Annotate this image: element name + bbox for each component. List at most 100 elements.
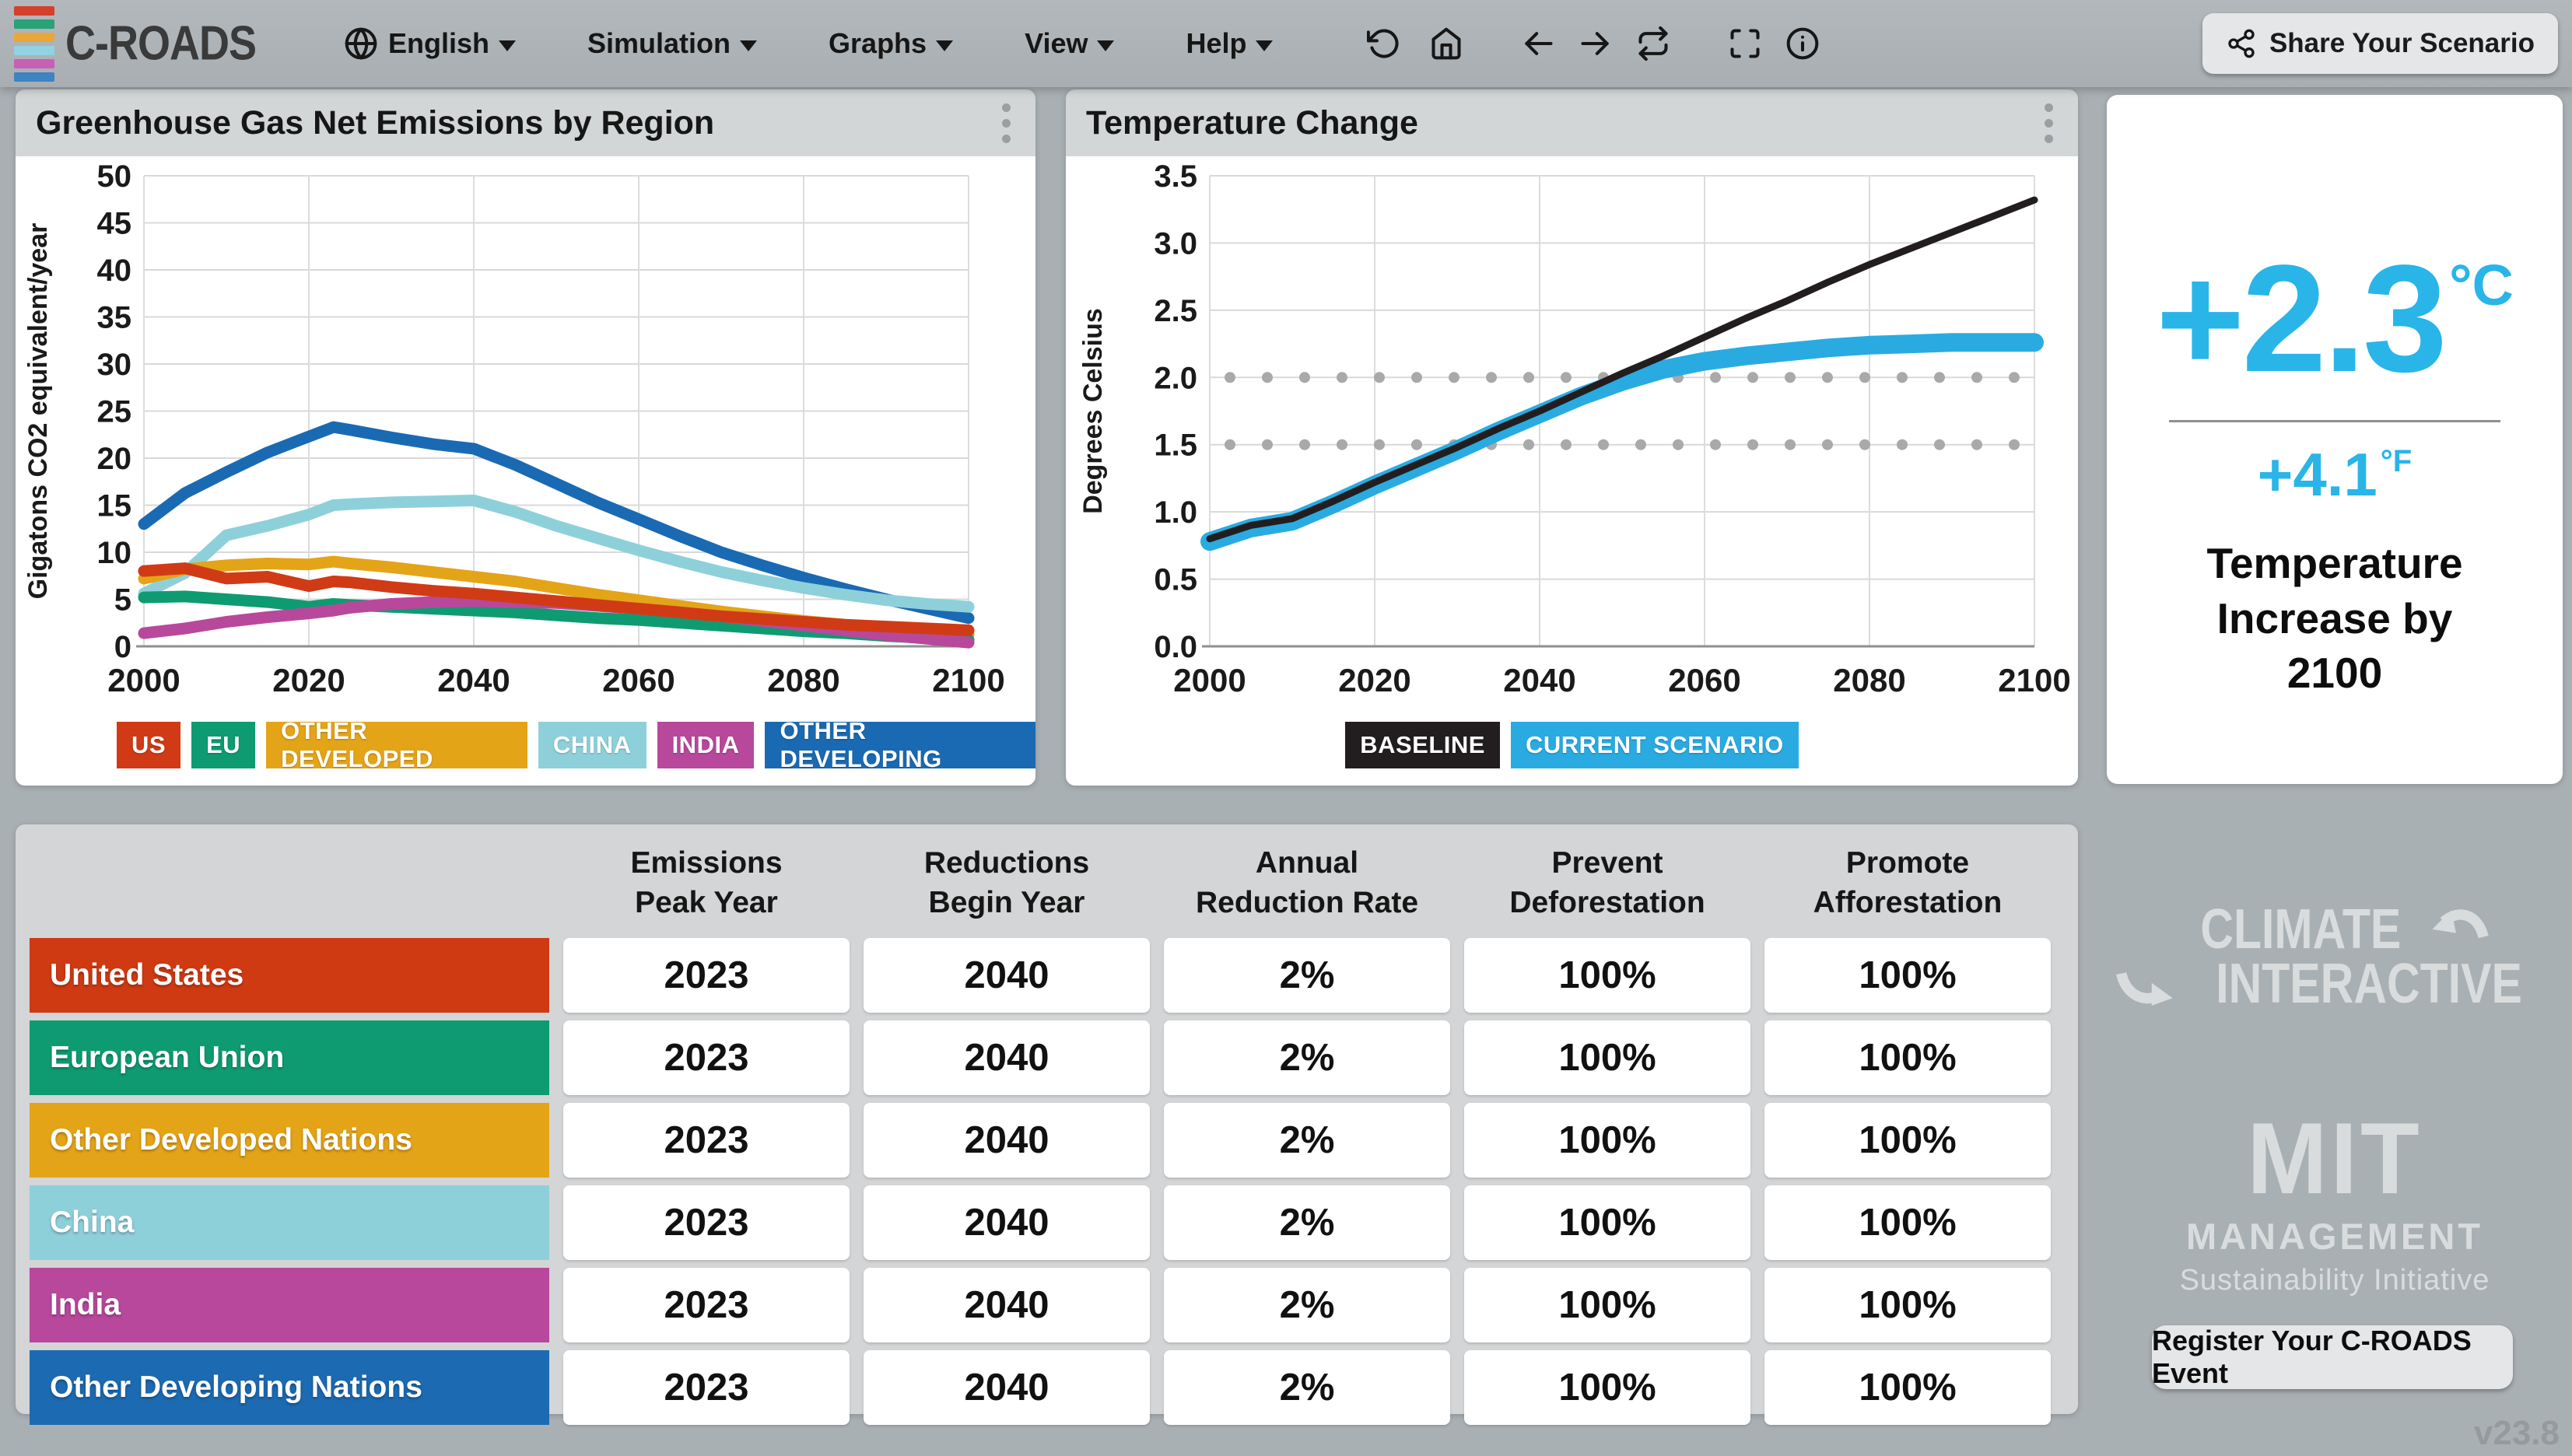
column-header-reductions-begin-year: Reductions Begin Year	[923, 846, 1090, 919]
cell-other-developing-nations-col3[interactable]: 2%	[1164, 1350, 1450, 1425]
menu-simulation[interactable]: Simulation	[587, 27, 758, 60]
svg-text:0.5: 0.5	[1154, 563, 1197, 597]
cell-european-union-col5[interactable]: 100%	[1764, 1020, 2051, 1095]
cell-united-states-col4[interactable]: 100%	[1464, 938, 1750, 1013]
temperature-legend: BASELINE CURRENT SCENARIO	[1066, 722, 2078, 768]
svg-text:2100: 2100	[932, 662, 1004, 698]
menu-language[interactable]: English	[343, 26, 517, 61]
cell-china-col5[interactable]: 100%	[1764, 1185, 2051, 1260]
share-scenario-label: Share Your Scenario	[2269, 28, 2535, 58]
svg-text:15: 15	[97, 489, 132, 523]
menu-view[interactable]: View	[1025, 27, 1115, 60]
register-event-button[interactable]: Register Your C-ROADS Event	[2152, 1325, 2513, 1389]
cell-china-col1[interactable]: 2023	[563, 1185, 850, 1260]
info-icon[interactable]	[1785, 26, 1820, 61]
curved-arrow-up-icon	[2432, 909, 2490, 939]
svg-text:1.5: 1.5	[1154, 429, 1197, 463]
svg-text:2040: 2040	[437, 662, 510, 698]
row-label-united-states: United States	[30, 938, 549, 1013]
svg-text:2020: 2020	[272, 662, 345, 698]
top-navbar: C-ROADS English Simulation Graphs View H…	[0, 0, 2572, 87]
ci-line2: INTERACTIVE	[2216, 952, 2522, 1015]
cell-india-col1[interactable]: 2023	[563, 1268, 850, 1342]
cell-india-col3[interactable]: 2%	[1164, 1268, 1450, 1342]
cell-india-col5[interactable]: 100%	[1764, 1268, 2051, 1342]
celsius-value: +2.3	[2156, 233, 2448, 404]
cell-china-col2[interactable]: 2040	[864, 1185, 1150, 1260]
cell-united-states-col2[interactable]: 2040	[864, 938, 1150, 1013]
column-header-emissions-peak-year: Emissions Peak Year	[630, 846, 783, 919]
version-label: v23.8	[2473, 1414, 2560, 1452]
kebab-menu-icon[interactable]	[997, 99, 1015, 148]
logo-bars-icon	[14, 5, 54, 82]
svg-text:0.0: 0.0	[1154, 630, 1197, 664]
cell-united-states-col1[interactable]: 2023	[563, 938, 850, 1013]
cell-other-developed-nations-col5[interactable]: 100%	[1764, 1103, 2051, 1178]
legend-india[interactable]: INDIA	[657, 722, 755, 768]
cell-china-col3[interactable]: 2%	[1164, 1185, 1450, 1260]
legend-other-developed[interactable]: OTHER DEVELOPED	[266, 717, 527, 772]
emissions-chart-body: 0 5 10 15 20 25 30 35 40 45 50 2000 2020 2040 2060 2080…	[16, 156, 1035, 786]
legend-eu[interactable]: EU	[191, 722, 256, 768]
svg-text:1.0: 1.0	[1154, 495, 1197, 530]
fahrenheit-readout: +4.1 °F	[2258, 444, 2412, 505]
cell-european-union-col3[interactable]: 2%	[1164, 1020, 1450, 1095]
arrow-left-icon[interactable]	[1520, 26, 1556, 61]
svg-text:2060: 2060	[602, 662, 675, 698]
cell-european-union-col1[interactable]: 2023	[563, 1020, 850, 1095]
cell-other-developing-nations-col1[interactable]: 2023	[563, 1350, 850, 1425]
column-header-annual-reduction-rate: Annual Reduction Rate	[1195, 846, 1419, 919]
repeat-icon[interactable]	[1635, 26, 1671, 61]
menu-help[interactable]: Help	[1186, 27, 1274, 60]
temperature-chart: 0.0 0.5 1.0 1.5 2.0 2.5 3.0 3.5 2000 2020 2040 2060…	[1078, 159, 2071, 698]
fullscreen-icon[interactable]	[1727, 26, 1763, 61]
svg-text:20: 20	[97, 442, 132, 476]
cell-united-states-col5[interactable]: 100%	[1764, 938, 2051, 1013]
cell-other-developed-nations-col1[interactable]: 2023	[563, 1103, 850, 1178]
mit-line1: MIT	[2247, 1102, 2423, 1216]
row-label-european-union: European Union	[30, 1020, 549, 1095]
cell-other-developed-nations-col2[interactable]: 2040	[864, 1103, 1150, 1178]
kebab-menu-icon[interactable]	[2040, 99, 2058, 148]
row-label-other-developing-nations: Other Developing Nations	[30, 1350, 549, 1425]
cell-other-developing-nations-col4[interactable]: 100%	[1464, 1350, 1750, 1425]
share-scenario-button[interactable]: Share Your Scenario	[2202, 13, 2558, 74]
cell-european-union-col4[interactable]: 100%	[1464, 1020, 1750, 1095]
svg-text:30: 30	[97, 348, 132, 382]
ci-line1: CLIMATE	[2200, 898, 2401, 961]
svg-text:2060: 2060	[1668, 662, 1740, 698]
cell-united-states-col3[interactable]: 2%	[1164, 938, 1450, 1013]
svg-text:2080: 2080	[1833, 662, 1905, 698]
chevron-down-icon	[499, 40, 517, 51]
scenario-table: Emissions Peak Year Reductions Begin Year An…	[30, 837, 2064, 1425]
svg-text:10: 10	[97, 536, 132, 570]
summary-caption: Temperature Increase by 2100	[2206, 539, 2463, 698]
legend-baseline[interactable]: BASELINE	[1345, 722, 1500, 768]
cell-european-union-col2[interactable]: 2040	[864, 1020, 1150, 1095]
emissions-chart: 0 5 10 15 20 25 30 35 40 45 50 2000 2020 2040 2060 2080…	[23, 159, 1005, 698]
cell-india-col2[interactable]: 2040	[864, 1268, 1150, 1342]
register-event-label: Register Your C-ROADS Event	[2152, 1325, 2472, 1389]
cell-china-col4[interactable]: 100%	[1464, 1185, 1750, 1260]
svg-text:40: 40	[97, 254, 132, 288]
cell-india-col4[interactable]: 100%	[1464, 1268, 1750, 1342]
legend-us[interactable]: US	[117, 722, 181, 768]
legend-current-scenario[interactable]: CURRENT SCENARIO	[1510, 722, 1799, 768]
menu-graphs[interactable]: Graphs	[829, 27, 954, 60]
emissions-chart-title: Greenhouse Gas Net Emissions by Region	[36, 103, 715, 142]
cell-other-developing-nations-col2[interactable]: 2040	[864, 1350, 1150, 1425]
svg-text:2040: 2040	[1503, 662, 1575, 698]
app-logo[interactable]: C-ROADS	[14, 5, 257, 82]
undo-icon[interactable]	[1366, 26, 1402, 61]
svg-text:3.5: 3.5	[1154, 159, 1197, 194]
cell-other-developed-nations-col3[interactable]: 2%	[1164, 1103, 1450, 1178]
legend-china[interactable]: CHINA	[538, 722, 647, 768]
arrow-right-icon[interactable]	[1578, 26, 1614, 61]
cell-other-developed-nations-col4[interactable]: 100%	[1464, 1103, 1750, 1178]
svg-text:2.0: 2.0	[1154, 361, 1197, 395]
mit-logo: MIT MANAGEMENT Sustainability Initiative	[2107, 1102, 2563, 1297]
home-icon[interactable]	[1428, 26, 1464, 61]
cell-other-developing-nations-col5[interactable]: 100%	[1764, 1350, 2051, 1425]
svg-text:0: 0	[114, 630, 131, 664]
legend-other-developing[interactable]: OTHER DEVELOPING	[765, 717, 1035, 772]
